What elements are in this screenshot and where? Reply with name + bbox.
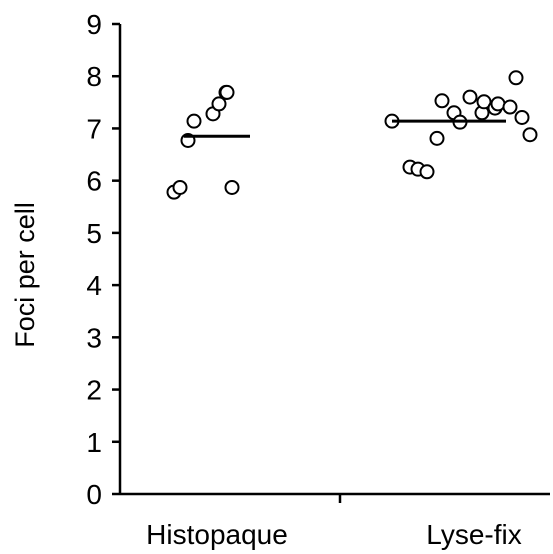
data-point: [211, 96, 227, 112]
y-tick-label: 1: [86, 427, 102, 458]
data-point: [186, 113, 202, 129]
y-tick-label: 2: [86, 375, 102, 406]
data-point: [219, 84, 235, 100]
y-tick-label: 5: [86, 218, 102, 249]
y-tick-label: 9: [86, 9, 102, 40]
data-point: [514, 109, 530, 125]
data-point: [172, 179, 188, 195]
data-point: [434, 93, 450, 109]
x-category-label: Lyse-fix: [426, 519, 521, 550]
y-tick-label: 7: [86, 113, 102, 144]
data-points: [166, 70, 538, 200]
x-ticks: Histopaque Lyse-fix: [146, 494, 522, 550]
data-point: [490, 96, 506, 112]
data-point: [462, 89, 478, 105]
axes: [118, 24, 550, 496]
y-ticks: 0 1 2 3 4 5 6 7 8 9: [86, 9, 120, 510]
data-point: [224, 179, 240, 195]
y-tick-label: 6: [86, 166, 102, 197]
data-point: [476, 94, 492, 110]
data-point: [429, 130, 445, 146]
x-category-label: Histopaque: [146, 519, 288, 550]
mean-lines: [184, 119, 506, 138]
data-point: [419, 164, 435, 180]
y-tick-label: 4: [86, 270, 102, 301]
y-tick-label: 0: [86, 479, 102, 510]
y-axis-label: Foci per cell: [10, 202, 40, 348]
y-tick-label: 3: [86, 322, 102, 353]
data-point: [508, 70, 524, 86]
data-point: [502, 99, 518, 115]
y-tick-label: 8: [86, 61, 102, 92]
data-point: [522, 127, 538, 143]
